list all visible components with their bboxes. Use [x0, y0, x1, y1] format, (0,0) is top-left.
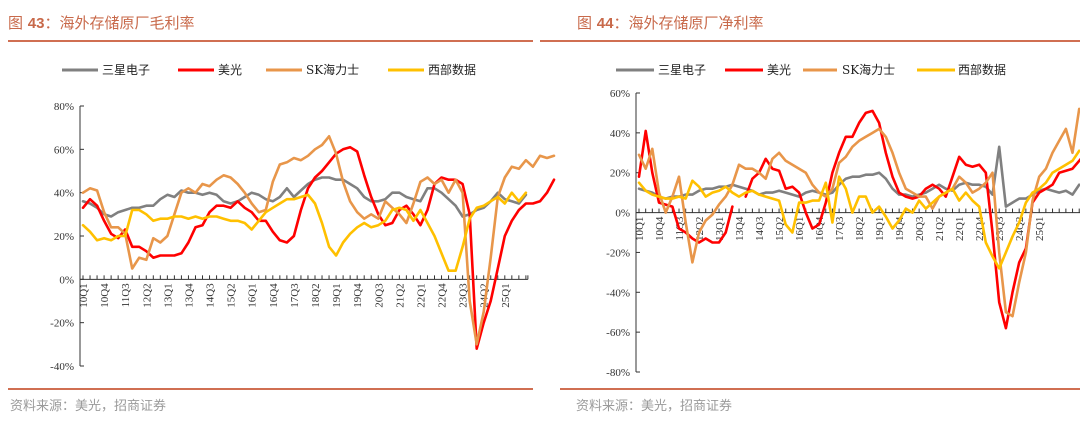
legend-item: 美光: [725, 63, 791, 77]
series-line-wd: [81, 191, 528, 272]
fig-colon: ：: [613, 14, 629, 32]
x-tick-label: 15Q2: [226, 283, 238, 307]
x-tick-label: 19Q4: [352, 283, 364, 308]
legend-item: 西部数据: [388, 62, 476, 77]
x-tick-label: 21Q2: [394, 283, 406, 307]
y-tick-label: -20%: [606, 247, 630, 259]
x-tick-label: 19Q1: [331, 283, 343, 307]
legend-item: 三星电子: [616, 63, 706, 77]
legend: 三星电子 美光 SK海力士 西部数据: [62, 62, 476, 77]
x-tick-label: 22Q4: [437, 283, 449, 308]
y-tick-label: 80%: [54, 101, 74, 113]
x-tick-label: 17Q3: [289, 283, 301, 308]
fig-number: 44: [596, 15, 614, 32]
x-tick-label: 18Q2: [854, 217, 866, 241]
legend-item: 美光: [178, 63, 242, 77]
y-tick-label: -40%: [606, 287, 630, 299]
y-tick-label: -80%: [606, 367, 630, 379]
series-line-wd: [637, 149, 1080, 270]
fig-number: 43: [27, 15, 45, 32]
x-tick-label: 10Q4: [99, 283, 111, 308]
y-tick-label: -40%: [50, 361, 74, 373]
y-tick-label: 60%: [610, 88, 630, 100]
x-tick-label: 12Q2: [141, 283, 153, 307]
legend-item: 西部数据: [917, 62, 1006, 77]
x-tick-label: 18Q2: [310, 283, 322, 307]
x-tick-label: 20Q3: [373, 283, 385, 308]
y-tick-label: 40%: [610, 128, 630, 140]
legend-item: SK海力士: [803, 62, 895, 77]
legend-label: 三星电子: [658, 63, 706, 77]
x-tick-label: 15Q2: [774, 217, 786, 241]
legend-label: SK海力士: [842, 62, 895, 77]
x-tick-label: 22Q1: [954, 217, 966, 241]
legend: 三星电子 美光 SK海力士 西部数据: [616, 62, 1006, 77]
title-rule-left: [8, 40, 533, 42]
series-line-samsung: [81, 176, 528, 218]
legend-label: SK海力士: [306, 62, 359, 77]
x-tick-label: 16Q4: [814, 216, 826, 241]
x-tick-label: 16Q1: [247, 283, 259, 307]
x-tick-label: 16Q1: [794, 217, 806, 241]
x-tick-label: 11Q3: [120, 283, 132, 308]
series-line-samsung: [637, 145, 1080, 208]
fig-prefix: 图: [8, 14, 28, 32]
legend-label: 西部数据: [958, 62, 1006, 77]
chart-gross-margin: 三星电子 美光 SK海力士 西部数据 80% 60% 40% 20% 0% -20% -40% 10Q…: [50, 62, 556, 373]
fig-title-text: 海外存储原厂净利率: [628, 14, 764, 32]
y-tick-label: -60%: [606, 327, 630, 339]
chart-net-margin: 三星电子 美光 SK海力士 西部数据 60% 40% 20% 0% -20% -40% -60% -8…: [606, 62, 1080, 379]
x-tick-label: 23Q3: [458, 283, 470, 308]
title-rule-right: [540, 40, 1080, 42]
x-tick-label: 25Q1: [1034, 217, 1046, 241]
x-tick-label: 10Q1: [634, 217, 646, 241]
legend-label: 美光: [767, 63, 791, 77]
y-tick-label: 60%: [54, 144, 74, 156]
x-tick-label: 20Q3: [914, 216, 926, 241]
x-tick-label: 14Q3: [205, 283, 217, 308]
legend-label: 三星电子: [102, 63, 150, 77]
legend-item: SK海力士: [266, 62, 359, 77]
source-rule-left: [8, 388, 533, 390]
source-note-right: 资料来源：美光，招商证券: [576, 399, 733, 414]
x-tick-label: 22Q1: [415, 283, 427, 307]
x-tick-label: 14Q3: [754, 216, 766, 241]
x-tick-label: 16Q4: [268, 283, 280, 308]
x-tick-label: 13Q4: [734, 216, 746, 241]
y-tick-label: 20%: [610, 168, 630, 180]
fig-title-left: 图 43：海外存储原厂毛利率: [8, 12, 195, 33]
y-tick-label: 0%: [59, 274, 74, 286]
source-rule-right: [560, 388, 1080, 390]
legend-label: 美光: [218, 63, 242, 77]
x-tick-label: 13Q1: [162, 283, 174, 307]
x-tick-label: 24Q2: [1014, 217, 1026, 241]
y-tick-label: 40%: [54, 188, 74, 200]
fig-title-right: 图 44：海外存储原厂净利率: [577, 12, 764, 33]
series-line-micron: [81, 145, 556, 350]
x-tick-label: 21Q2: [934, 217, 946, 241]
series-line-hynix: [81, 135, 556, 346]
x-tick-label: 25Q1: [500, 283, 512, 307]
y-tick-label: 20%: [54, 231, 74, 243]
fig-prefix: 图: [577, 14, 597, 32]
x-tick-label: 17Q3: [834, 216, 846, 241]
series-line-hynix: [637, 107, 1080, 318]
x-tick-label: 13Q1: [714, 217, 726, 241]
legend-label: 西部数据: [428, 62, 476, 77]
x-tick-label: 13Q4: [183, 283, 195, 308]
y-tick-label: 0%: [615, 208, 630, 220]
x-tick-label: 10Q4: [654, 216, 666, 241]
x-tick-label: 19Q1: [874, 217, 886, 241]
fig-colon: ：: [44, 14, 60, 32]
legend-item: 三星电子: [62, 63, 150, 77]
x-tick-label: 10Q1: [78, 283, 90, 307]
source-note-left: 资料来源：美光，招商证券: [10, 399, 167, 414]
fig-title-text: 海外存储原厂毛利率: [59, 14, 195, 32]
y-tick-label: -20%: [50, 318, 74, 330]
